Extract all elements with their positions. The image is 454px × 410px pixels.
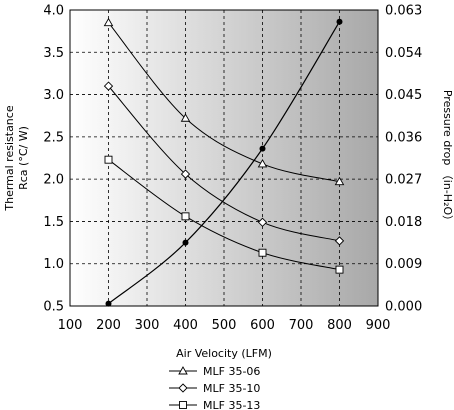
data-point-mlf-35-13 bbox=[258, 248, 267, 257]
x-tick-label: 400 bbox=[173, 318, 198, 333]
x-tick-label: 200 bbox=[96, 318, 121, 333]
data-point-pressure-drop bbox=[336, 18, 343, 25]
data-point-mlf-35-06 bbox=[257, 159, 268, 168]
data-point-mlf-35-06 bbox=[334, 176, 345, 186]
legend-marker-mlf-35-10 bbox=[178, 383, 188, 393]
x-tick-label: 700 bbox=[289, 318, 314, 333]
y-axis-right-label: Pressure drop （in-H₂O） bbox=[441, 90, 454, 226]
y-axis-left-label-line2: Rca (°C/ W) bbox=[17, 126, 30, 190]
data-point-mlf-35-13 bbox=[181, 212, 190, 221]
y-left-tick-label: 4.0 bbox=[43, 4, 64, 19]
data-point-pressure-drop bbox=[105, 300, 112, 307]
legend-marker-mlf-35-13 bbox=[179, 401, 187, 409]
legend-label-mlf-35-10: MLF 35-10 bbox=[203, 382, 260, 395]
y-axis-left: 4.0 3.5 3.0 2.5 2.0 1.5 1.0 0.5 bbox=[43, 4, 64, 315]
y-right-tick-label: 0.045 bbox=[385, 88, 422, 103]
y-right-tick-label: 0.063 bbox=[385, 4, 422, 19]
y-right-tick-label: 0.054 bbox=[385, 46, 422, 61]
data-point-mlf-35-10 bbox=[257, 217, 268, 227]
series-line-mlf-35-13 bbox=[108, 159, 340, 271]
y-left-tick-label: 0.5 bbox=[43, 300, 64, 315]
legend-label-mlf-35-06: MLF 35-06 bbox=[203, 365, 260, 378]
y-left-tick-label: 1.0 bbox=[43, 257, 64, 272]
y-left-tick-label: 2.0 bbox=[43, 173, 64, 188]
y-right-tick-label: 0.009 bbox=[385, 257, 422, 272]
data-point-pressure-drop bbox=[259, 145, 266, 152]
x-tick-label: 600 bbox=[250, 318, 275, 333]
x-tick-label: 800 bbox=[327, 318, 352, 333]
series-line-pressure-drop bbox=[108, 21, 341, 305]
y-right-tick-label: 0.027 bbox=[385, 173, 422, 188]
x-tick-label: 900 bbox=[366, 318, 391, 333]
data-point-mlf-35-06 bbox=[103, 17, 114, 27]
y-right-tick-label: 0.036 bbox=[385, 130, 422, 145]
data-point-mlf-35-10 bbox=[334, 236, 345, 246]
x-tick-label: 300 bbox=[135, 318, 160, 333]
data-point-mlf-35-13 bbox=[104, 155, 113, 164]
y-right-tick-label: 0.018 bbox=[385, 215, 422, 230]
y-axis-right: 0.063 0.054 0.045 0.036 0.027 0.018 0.009 0.000 bbox=[385, 4, 422, 315]
grid bbox=[70, 10, 378, 306]
data-point-mlf-35-06 bbox=[180, 113, 191, 122]
y-right-tick-label: 0.000 bbox=[385, 300, 422, 315]
series-line-mlf-35-06 bbox=[108, 22, 340, 183]
legend-marker-mlf-35-06 bbox=[178, 366, 188, 375]
series bbox=[103, 17, 345, 307]
y-axis-left-label-line1: Thermal resistance bbox=[3, 105, 16, 211]
x-tick-label: 100 bbox=[58, 318, 83, 333]
x-tick-label: 500 bbox=[212, 318, 237, 333]
y-left-tick-label: 3.5 bbox=[43, 46, 64, 61]
y-left-tick-label: 2.5 bbox=[43, 130, 64, 145]
y-left-tick-label: 1.5 bbox=[43, 215, 64, 230]
legend-label-mlf-35-13: MLF 35-13 bbox=[203, 399, 260, 410]
x-axis-label: Air Velocity (LFM) bbox=[176, 347, 272, 360]
data-point-mlf-35-10 bbox=[180, 169, 191, 179]
y-left-tick-label: 3.0 bbox=[43, 88, 64, 103]
x-axis: 100 200 300 400 500 600 700 800 900 bbox=[58, 318, 391, 333]
series-line-mlf-35-10 bbox=[108, 85, 340, 242]
data-point-mlf-35-13 bbox=[335, 265, 344, 274]
legend: MLF 35-06 MLF 35-10 MLF 35-13 bbox=[169, 365, 260, 410]
data-point-mlf-35-10 bbox=[103, 81, 114, 91]
data-point-pressure-drop bbox=[182, 239, 189, 246]
